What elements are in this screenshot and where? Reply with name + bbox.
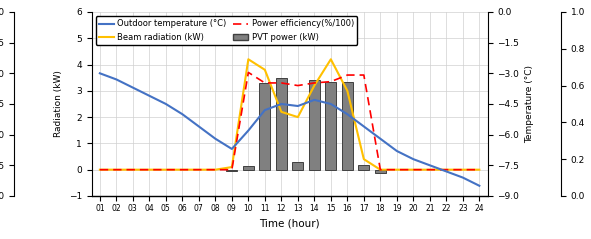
- Bar: [276, 78, 287, 170]
- X-axis label: Time (hour): Time (hour): [259, 218, 320, 228]
- Bar: [259, 83, 270, 170]
- Bar: [293, 162, 303, 170]
- Bar: [359, 165, 369, 170]
- Bar: [326, 82, 336, 170]
- Legend: Outdoor temperature (°C), Beam radiation (kW), Power efficiency(%/100), PVT powe: Outdoor temperature (°C), Beam radiation…: [96, 16, 358, 45]
- Y-axis label: Radiation (kW): Radiation (kW): [54, 71, 63, 137]
- Bar: [375, 170, 386, 173]
- Bar: [243, 166, 254, 170]
- Y-axis label: Temperature (°C): Temperature (°C): [525, 65, 534, 143]
- Bar: [309, 80, 320, 170]
- Bar: [226, 170, 237, 171]
- Bar: [342, 82, 353, 170]
- Y-axis label: POWER (kW): POWER (kW): [590, 75, 591, 133]
